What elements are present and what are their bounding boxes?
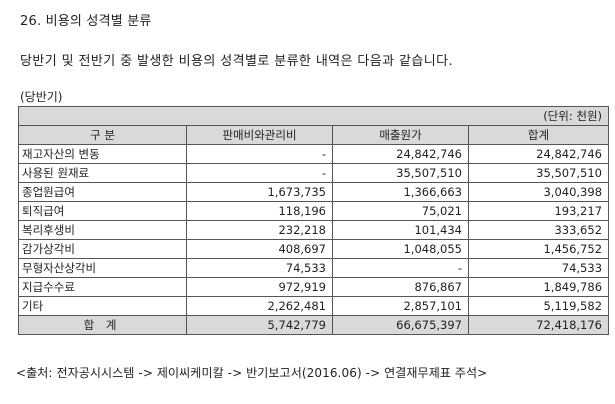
row-cogs: 876,867 xyxy=(332,277,469,297)
row-total: 193,217 xyxy=(467,201,610,221)
row-total: 74,533 xyxy=(467,258,610,278)
row-label: 복리후생비 xyxy=(18,220,187,240)
row-total: 24,842,746 xyxy=(467,144,610,164)
source-note: <출처: 전자공시시스템 -> 제이씨케미칼 -> 반기보고서(2016.06)… xyxy=(16,366,488,380)
row-cogs: 35,507,510 xyxy=(332,163,469,183)
row-label: 무형자산상각비 xyxy=(18,258,187,278)
table-row: 종업원급여 1,673,735 1,366,663 3,040,398 xyxy=(18,182,610,202)
total-label: 합 계 xyxy=(18,315,187,335)
row-sga: 408,697 xyxy=(186,239,333,259)
header-total: 합계 xyxy=(467,125,610,145)
row-total: 333,652 xyxy=(467,220,610,240)
row-cogs: 24,842,746 xyxy=(332,144,469,164)
header-cogs: 매출원가 xyxy=(332,125,469,145)
row-sga: - xyxy=(186,163,333,183)
unit-row: (단위: 천원) xyxy=(17,106,610,126)
total-row: 합 계 5,742,779 66,675,397 72,418,176 xyxy=(18,315,610,335)
header-sga: 판매비와관리비 xyxy=(186,125,333,145)
total-cogs: 66,675,397 xyxy=(332,315,469,335)
row-sga: - xyxy=(186,144,333,164)
row-label: 사용된 원재료 xyxy=(18,163,187,183)
table-row: 무형자산상각비 74,533 - 74,533 xyxy=(18,258,610,278)
table-row: 감가상각비 408,697 1,048,055 1,456,752 xyxy=(18,239,610,259)
table-row: 복리후생비 232,218 101,434 333,652 xyxy=(18,220,610,240)
total-sga: 5,742,779 xyxy=(186,315,333,335)
row-label: 지급수수료 xyxy=(18,277,187,297)
row-total: 1,849,786 xyxy=(467,277,610,297)
row-label: 기타 xyxy=(18,296,187,316)
row-total: 3,040,398 xyxy=(467,182,610,202)
row-sga: 118,196 xyxy=(186,201,333,221)
table-row: 사용된 원재료 - 35,507,510 35,507,510 xyxy=(18,163,610,183)
header-category: 구 분 xyxy=(18,125,187,145)
row-cogs: - xyxy=(332,258,469,278)
table-row: 지급수수료 972,919 876,867 1,849,786 xyxy=(18,277,610,297)
row-cogs: 75,021 xyxy=(332,201,469,221)
header-row: 구 분 판매비와관리비 매출원가 합계 xyxy=(18,125,610,145)
row-label: 종업원급여 xyxy=(18,182,187,202)
period-label: (당반기) xyxy=(20,90,63,104)
row-cogs: 1,366,663 xyxy=(332,182,469,202)
table-row: 퇴직급여 118,196 75,021 193,217 xyxy=(18,201,610,221)
row-label: 퇴직급여 xyxy=(18,201,187,221)
row-cogs: 101,434 xyxy=(332,220,469,240)
row-sga: 74,533 xyxy=(186,258,333,278)
unit-label: (단위: 천원) xyxy=(17,106,610,126)
row-total: 1,456,752 xyxy=(467,239,610,259)
row-label: 재고자산의 변동 xyxy=(18,144,187,164)
row-sga: 972,919 xyxy=(186,277,333,297)
section-title: 26. 비용의 성격별 분류 xyxy=(20,14,152,29)
row-label: 감가상각비 xyxy=(18,239,187,259)
row-sga: 2,262,481 xyxy=(186,296,333,316)
row-cogs: 1,048,055 xyxy=(332,239,469,259)
row-sga: 1,673,735 xyxy=(186,182,333,202)
row-total: 5,119,582 xyxy=(467,296,610,316)
total-total: 72,418,176 xyxy=(467,315,610,335)
table-row: 재고자산의 변동 - 24,842,746 24,842,746 xyxy=(18,144,610,164)
table-row: 기타 2,262,481 2,857,101 5,119,582 xyxy=(18,296,610,316)
expense-table: (단위: 천원) 구 분 판매비와관리비 매출원가 합계 재고자산의 변동 - … xyxy=(17,106,610,335)
row-cogs: 2,857,101 xyxy=(332,296,469,316)
row-sga: 232,218 xyxy=(186,220,333,240)
row-total: 35,507,510 xyxy=(467,163,610,183)
intro-text: 당반기 및 전반기 중 발생한 비용의 성격별로 분류한 내역은 다음과 같습니… xyxy=(20,54,454,69)
